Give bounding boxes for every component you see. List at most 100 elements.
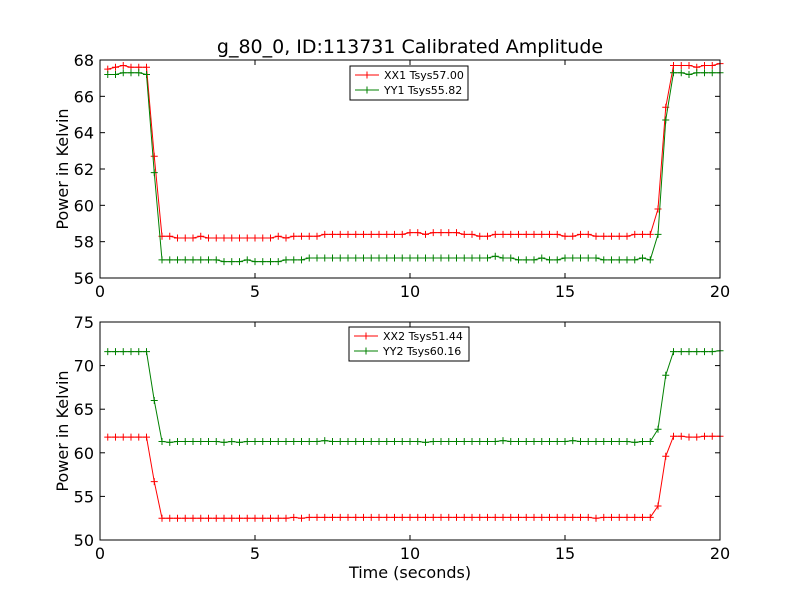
data-point [615, 513, 623, 521]
data-point [670, 432, 677, 440]
data-point [150, 396, 158, 404]
data-point [228, 437, 236, 445]
y-tick-label: 66 [74, 87, 94, 106]
data-point [267, 234, 274, 242]
x-tick-label: 0 [95, 282, 105, 301]
data-point [515, 437, 522, 445]
data-point [476, 232, 484, 240]
data-point [336, 437, 344, 445]
data-point [360, 254, 367, 262]
data-point [468, 230, 476, 238]
data-point [422, 513, 429, 521]
data-point [282, 437, 290, 445]
data-point [631, 256, 639, 264]
data-point [127, 69, 135, 77]
data-point [468, 437, 476, 445]
data-point [654, 502, 662, 510]
data-point [375, 230, 383, 238]
data-point [708, 69, 716, 77]
data-point [329, 254, 336, 262]
data-point [236, 438, 243, 446]
data-point [135, 433, 143, 441]
data-point [259, 514, 267, 522]
data-point [422, 254, 429, 262]
data-point [499, 437, 507, 445]
data-point [150, 152, 158, 160]
y-tick-label: 65 [74, 400, 94, 419]
data-point [150, 478, 158, 486]
x-tick-label: 5 [250, 282, 260, 301]
data-point [623, 232, 631, 240]
data-point [220, 234, 228, 242]
data-point [189, 437, 197, 445]
data-point [553, 256, 561, 264]
data-point [701, 61, 708, 69]
data-point [398, 254, 406, 262]
data-point [243, 514, 251, 522]
data-point [290, 232, 298, 240]
data-point [220, 438, 228, 446]
data-point [329, 437, 336, 445]
data-point [391, 230, 398, 238]
series-markers-xx2 [104, 432, 724, 522]
data-point [158, 256, 166, 264]
data-point [522, 230, 530, 238]
data-point [530, 513, 538, 521]
data-point [553, 230, 561, 238]
x-tick-label: 20 [710, 282, 730, 301]
data-point [383, 254, 391, 262]
data-point [584, 437, 592, 445]
x-axis-label: Time (seconds) [348, 563, 471, 582]
data-point [313, 232, 321, 240]
data-point [212, 437, 220, 445]
data-point [305, 437, 313, 445]
data-point [197, 256, 205, 264]
legend-entry: YY1 Tsys55.82 [355, 84, 462, 97]
x-tick-label: 5 [250, 544, 260, 563]
legend-entry: XX2 Tsys51.44 [354, 330, 463, 343]
data-point [329, 513, 336, 521]
data-point [584, 230, 592, 238]
data-point [112, 433, 119, 441]
data-point [119, 348, 127, 356]
data-point [693, 69, 701, 77]
y-tick-label: 60 [74, 196, 94, 215]
data-point [189, 234, 197, 242]
data-point [298, 256, 305, 264]
data-point [631, 438, 639, 446]
data-point [654, 425, 662, 433]
data-point [608, 256, 615, 264]
data-point [174, 514, 181, 522]
data-point [708, 348, 716, 356]
data-point [414, 437, 422, 445]
data-point [414, 229, 422, 237]
data-point [693, 433, 701, 441]
data-point [135, 69, 143, 77]
data-point [670, 348, 677, 356]
data-point [662, 371, 670, 379]
data-point [577, 254, 584, 262]
y-tick-label: 68 [74, 51, 94, 70]
data-point [623, 437, 631, 445]
data-point [507, 437, 515, 445]
data-point [491, 252, 499, 260]
data-point [313, 437, 321, 445]
data-point [220, 258, 228, 266]
data-point [460, 513, 468, 521]
data-point [577, 513, 584, 521]
data-point [360, 513, 367, 521]
data-point [189, 256, 197, 264]
x-tick-label: 15 [555, 282, 575, 301]
data-point [166, 438, 174, 446]
data-point [181, 437, 189, 445]
data-point [592, 254, 600, 262]
data-point [445, 254, 453, 262]
data-point [104, 348, 112, 356]
data-point [491, 437, 499, 445]
data-point [631, 230, 639, 238]
data-point [561, 437, 569, 445]
data-point [228, 234, 236, 242]
data-point [429, 513, 437, 521]
data-point [174, 256, 181, 264]
data-point [321, 437, 329, 445]
